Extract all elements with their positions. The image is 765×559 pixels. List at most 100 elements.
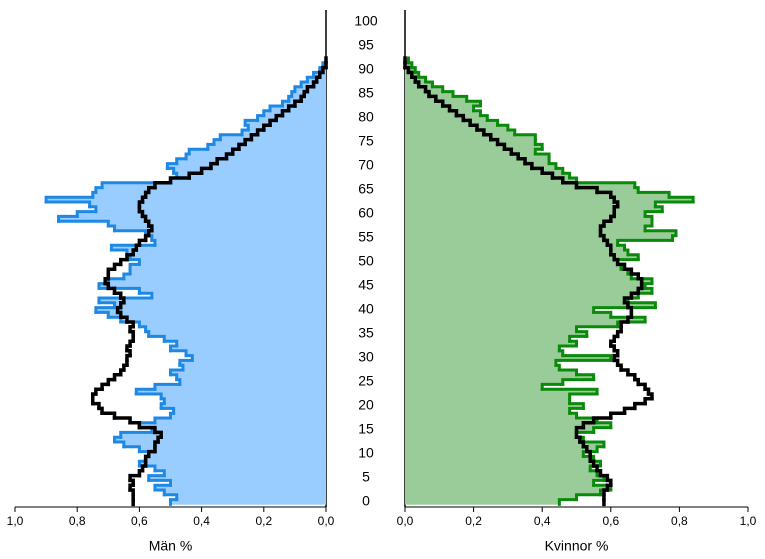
x-tick-label: 0,2 [465, 514, 482, 528]
bar [282, 101, 326, 107]
outline-step [268, 104, 284, 113]
age-tick-label: 35 [358, 325, 374, 341]
reference-step [118, 257, 129, 267]
bar [182, 365, 326, 371]
bar [405, 106, 474, 112]
bar [405, 427, 594, 433]
outline-step [581, 440, 606, 449]
outline-step [109, 248, 129, 257]
bar [154, 384, 326, 390]
outline-step [153, 483, 172, 492]
outline-step [568, 392, 599, 401]
outline-step [57, 219, 110, 228]
panel-marks [44, 56, 328, 507]
outline-step [75, 210, 98, 218]
bar [405, 360, 556, 366]
outline-step [616, 243, 627, 252]
bar [114, 302, 327, 308]
outline-step [609, 315, 647, 324]
reference-step [112, 373, 123, 382]
age-tick-label: 70 [358, 157, 374, 173]
reference-step [274, 113, 285, 123]
bar [77, 211, 326, 217]
bar [130, 264, 326, 270]
reference-step [199, 166, 213, 175]
reference-step [125, 320, 135, 329]
bar [405, 374, 594, 380]
reference-step [468, 123, 479, 132]
bar [405, 173, 570, 179]
bar [114, 226, 327, 232]
bar [120, 432, 327, 438]
bar [405, 312, 611, 318]
reference-step [91, 401, 101, 411]
bar [405, 302, 656, 308]
age-tick-label: 75 [358, 133, 374, 149]
bar [405, 451, 584, 457]
outline-step [165, 162, 179, 170]
bar [139, 422, 326, 428]
outline-step [88, 205, 98, 214]
reference-step [619, 368, 630, 377]
outline-step [312, 70, 322, 79]
bar [405, 317, 646, 323]
outline-step [169, 344, 179, 353]
reference-step [112, 416, 132, 425]
bar [405, 264, 622, 270]
bar [186, 154, 326, 160]
bar [405, 322, 618, 328]
bar [405, 422, 611, 428]
bar [154, 485, 326, 491]
reference-step [106, 267, 117, 276]
age-tick-label: 10 [358, 445, 374, 461]
outline-step [540, 387, 599, 396]
outline-step [137, 325, 148, 334]
outline-step [106, 224, 117, 233]
outline-step [643, 224, 654, 233]
outline-step [568, 402, 585, 410]
bar [405, 432, 577, 438]
bar [58, 216, 326, 222]
outline-step [533, 152, 551, 161]
outline-step [653, 205, 664, 214]
bar [405, 480, 594, 486]
bar [405, 283, 646, 289]
outline-step [97, 301, 117, 310]
reference-step [598, 473, 610, 483]
outline-step [212, 138, 222, 146]
bar [405, 278, 652, 284]
bar [405, 202, 656, 208]
bar [288, 96, 326, 102]
outline-step [575, 181, 637, 190]
reference-step [153, 430, 163, 439]
bar [151, 235, 326, 241]
bar [170, 178, 326, 184]
outline-step [575, 493, 603, 502]
bar [176, 374, 326, 380]
bar [405, 211, 646, 217]
reference-step [209, 161, 219, 171]
bar [405, 158, 550, 164]
reference-step [622, 296, 634, 305]
age-tick-label: 55 [358, 229, 374, 245]
bar [130, 269, 326, 275]
bar [405, 130, 515, 136]
outline-step [169, 349, 188, 358]
bar [405, 494, 577, 500]
outline-step [128, 258, 141, 266]
outline-step [575, 325, 620, 334]
bar [405, 466, 591, 472]
reference-step [643, 397, 654, 406]
bar [405, 250, 628, 256]
bar [139, 446, 326, 452]
bar [405, 187, 639, 193]
reference-step [243, 137, 254, 147]
bar [170, 480, 326, 486]
bar [405, 389, 598, 395]
bar [46, 197, 326, 203]
outline-step [57, 214, 79, 223]
x-tick-label: 0,0 [318, 514, 335, 528]
outline-step [626, 253, 640, 262]
outline-step [643, 214, 654, 223]
bar [108, 278, 326, 284]
